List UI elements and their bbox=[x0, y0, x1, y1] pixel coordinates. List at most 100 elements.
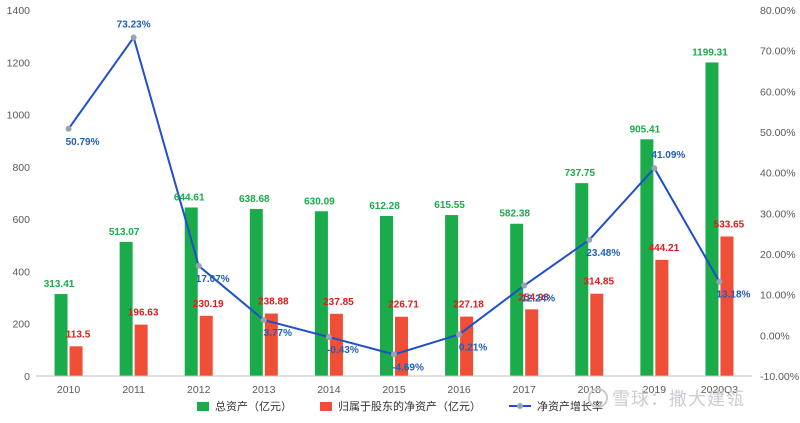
data-label-growth-rate: -4.69% bbox=[392, 362, 424, 373]
x-tick-label: 2017 bbox=[513, 384, 537, 396]
data-label-net-assets: 230.19 bbox=[193, 299, 224, 310]
combo-chart: 0 200 400 600 800 1000 1200 1400 -10.00% 0.00% 10.… bbox=[7, 5, 799, 396]
legend-label-total-assets: 总资产（亿元） bbox=[215, 401, 292, 413]
data-label-net-assets: 254.98 bbox=[518, 292, 549, 303]
y-right-tick-label: 50.00% bbox=[760, 127, 796, 139]
y-right-tick-label: 10.00% bbox=[760, 290, 796, 302]
bar-total-assets bbox=[314, 211, 328, 376]
data-label-total-assets: 612.28 bbox=[369, 201, 400, 212]
data-label-growth-rate: 23.48% bbox=[586, 248, 620, 259]
watermark-text: 雪球：撒大建瓴 bbox=[612, 389, 745, 409]
x-tick-label: 2010 bbox=[57, 384, 81, 396]
bar-net-assets bbox=[69, 346, 83, 376]
x-tick-label: 2011 bbox=[122, 384, 145, 396]
point-growth-rate bbox=[521, 282, 528, 289]
bar-net-assets bbox=[525, 309, 539, 376]
data-label-growth-rate: 3.77% bbox=[264, 328, 292, 339]
y-right-tick-label: -10.00% bbox=[760, 371, 799, 383]
point-growth-rate bbox=[195, 262, 202, 269]
y-left-tick-label: 1200 bbox=[7, 57, 31, 69]
bar-net-assets bbox=[655, 259, 669, 376]
data-label-net-assets: 196.63 bbox=[128, 308, 159, 319]
y-right-tick-label: 0.00% bbox=[760, 330, 790, 342]
x-tick-label: 2012 bbox=[187, 384, 211, 396]
data-label-growth-rate: 17.07% bbox=[196, 274, 230, 285]
legend-label-net-assets: 归属于股东的净资产（亿元） bbox=[338, 401, 481, 413]
data-label-growth-rate: 12.24% bbox=[521, 294, 555, 305]
point-growth-rate bbox=[716, 278, 723, 285]
point-growth-rate bbox=[391, 351, 397, 358]
y-right-tick-label: 20.00% bbox=[760, 249, 796, 261]
data-label-net-assets: 533.65 bbox=[714, 219, 745, 230]
point-growth-rate bbox=[456, 331, 463, 338]
bar-total-assets bbox=[380, 215, 393, 376]
bar-total-assets bbox=[184, 207, 198, 376]
data-label-total-assets: 582.38 bbox=[499, 209, 530, 220]
data-label-growth-rate: 41.09% bbox=[651, 150, 685, 161]
data-label-growth-rate: -0.43% bbox=[327, 345, 359, 356]
data-label-net-assets: 226.71 bbox=[388, 300, 419, 311]
bar-total-assets bbox=[119, 241, 133, 376]
point-growth-rate bbox=[651, 165, 658, 172]
bar-total-assets bbox=[705, 62, 719, 377]
legend-item-total-assets: 总资产（亿元） bbox=[197, 398, 292, 414]
bar-net-assets bbox=[199, 315, 213, 376]
data-label-growth-rate: 50.79% bbox=[66, 137, 100, 148]
data-label-total-assets: 513.07 bbox=[109, 227, 140, 238]
x-tick-label: 2013 bbox=[252, 384, 276, 396]
y-left-tick-label: 200 bbox=[12, 319, 30, 331]
data-label-growth-rate: 73.23% bbox=[117, 20, 151, 31]
bar-net-assets bbox=[264, 313, 278, 376]
legend-item-growth-rate: 净资产增长率 bbox=[509, 398, 603, 414]
data-label-net-assets: 444.21 bbox=[649, 243, 680, 254]
y-left-tick-label: 400 bbox=[12, 266, 30, 278]
y-left-tick-label: 1400 bbox=[7, 5, 31, 17]
data-label-total-assets: 638.68 bbox=[239, 194, 270, 205]
data-label-total-assets: 615.55 bbox=[434, 200, 465, 211]
chart-legend: 总资产（亿元） 归属于股东的净资产（亿元） 净资产增长率 bbox=[0, 398, 800, 414]
bar-total-assets bbox=[54, 294, 68, 376]
bar-total-assets bbox=[249, 209, 263, 376]
point-growth-rate bbox=[65, 125, 72, 132]
data-label-net-assets: 238.88 bbox=[258, 297, 289, 308]
data-label-growth-rate: 0.21% bbox=[459, 342, 487, 353]
y-left-tick-label: 1000 bbox=[7, 110, 31, 122]
legend-item-net-assets: 归属于股东的净资产（亿元） bbox=[320, 398, 481, 414]
data-label-total-assets: 313.41 bbox=[44, 279, 75, 290]
point-growth-rate bbox=[325, 334, 332, 341]
legend-label-growth-rate: 净资产增长率 bbox=[537, 401, 603, 413]
y-left-tick-label: 800 bbox=[12, 162, 30, 174]
watermark-logo-icon bbox=[588, 388, 608, 408]
y-right-tick-label: 70.00% bbox=[760, 46, 796, 58]
y-left-tick-label: 600 bbox=[12, 214, 30, 226]
y-left-tick-label: 0 bbox=[24, 371, 30, 383]
bar-net-assets bbox=[590, 293, 604, 376]
watermark: 雪球：撒大建瓴 bbox=[588, 385, 745, 411]
bar-net-assets bbox=[720, 236, 734, 376]
data-label-total-assets: 905.41 bbox=[630, 124, 661, 135]
bar-total-assets bbox=[445, 215, 459, 376]
bar-total-assets bbox=[640, 139, 654, 376]
data-label-net-assets: 237.85 bbox=[323, 297, 354, 308]
x-tick-label: 2020Q3 bbox=[701, 384, 739, 396]
point-growth-rate bbox=[260, 317, 267, 324]
x-tick-label: 2014 bbox=[317, 384, 341, 396]
bar-total-assets bbox=[510, 223, 524, 376]
bar-net-assets bbox=[329, 313, 343, 376]
data-label-total-assets: 737.75 bbox=[564, 168, 595, 179]
bar-net-assets bbox=[395, 316, 408, 376]
data-label-net-assets: 227.18 bbox=[453, 300, 484, 311]
legend-swatch-net-assets bbox=[320, 401, 332, 411]
data-label-total-assets: 1199.31 bbox=[692, 47, 728, 58]
data-label-total-assets: 644.61 bbox=[174, 192, 205, 203]
data-label-total-assets: 630.09 bbox=[304, 196, 335, 207]
point-growth-rate bbox=[586, 236, 593, 243]
bar-total-assets bbox=[575, 183, 589, 376]
y-right-tick-label: 40.00% bbox=[760, 168, 796, 180]
data-label-growth-rate: 13.18% bbox=[716, 290, 750, 301]
y-right-tick-label: 30.00% bbox=[760, 208, 796, 220]
data-label-net-assets: 314.85 bbox=[583, 277, 614, 288]
point-growth-rate bbox=[130, 34, 137, 41]
x-tick-label: 2016 bbox=[447, 384, 471, 396]
